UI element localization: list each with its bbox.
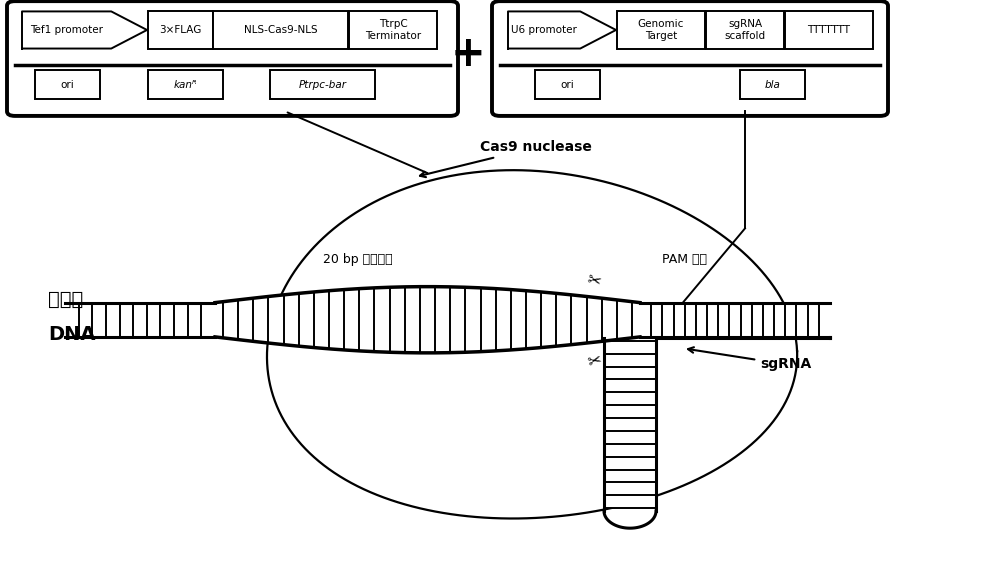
Polygon shape xyxy=(508,11,616,49)
Polygon shape xyxy=(65,303,215,337)
Text: NGG: NGG xyxy=(600,315,626,327)
Text: Cas9 nuclease: Cas9 nuclease xyxy=(420,140,592,177)
FancyBboxPatch shape xyxy=(706,11,784,49)
FancyBboxPatch shape xyxy=(148,70,223,99)
Text: ori: ori xyxy=(61,79,74,90)
Text: bla: bla xyxy=(765,79,780,90)
Text: sgRNA: sgRNA xyxy=(688,347,811,371)
Text: Tef1 promoter: Tef1 promoter xyxy=(30,25,103,35)
FancyBboxPatch shape xyxy=(785,11,873,49)
FancyBboxPatch shape xyxy=(617,11,705,49)
FancyBboxPatch shape xyxy=(583,307,643,335)
Text: ✂: ✂ xyxy=(585,351,603,371)
Polygon shape xyxy=(604,338,656,508)
FancyBboxPatch shape xyxy=(35,70,100,99)
Text: U6 promoter: U6 promoter xyxy=(511,25,577,35)
FancyBboxPatch shape xyxy=(148,11,213,49)
FancyBboxPatch shape xyxy=(213,11,348,49)
Text: Genomic
Target: Genomic Target xyxy=(638,19,684,41)
Text: TtrpC
Terminator: TtrpC Terminator xyxy=(365,19,421,41)
FancyBboxPatch shape xyxy=(535,70,600,99)
Polygon shape xyxy=(22,11,147,49)
Polygon shape xyxy=(640,303,830,337)
Text: +: + xyxy=(451,33,485,75)
Text: sgRNA
scaffold: sgRNA scaffold xyxy=(724,19,766,41)
Text: 3×FLAG: 3×FLAG xyxy=(159,25,202,35)
Polygon shape xyxy=(215,287,640,353)
Text: Ptrpc-bar: Ptrpc-bar xyxy=(298,79,347,90)
Text: DNA: DNA xyxy=(48,324,96,344)
FancyBboxPatch shape xyxy=(349,11,437,49)
Text: NLS-Cas9-NLS: NLS-Cas9-NLS xyxy=(244,25,317,35)
Text: 20 bp 目标序列: 20 bp 目标序列 xyxy=(323,254,393,266)
Text: 基因组: 基因组 xyxy=(48,290,83,309)
FancyBboxPatch shape xyxy=(270,70,375,99)
FancyBboxPatch shape xyxy=(740,70,805,99)
Text: ori: ori xyxy=(561,79,574,90)
Text: ✂: ✂ xyxy=(585,270,603,290)
Text: PAM 序列: PAM 序列 xyxy=(662,254,708,266)
Text: TTTTTTT: TTTTTTT xyxy=(808,25,851,35)
Text: kanᴿ: kanᴿ xyxy=(174,79,197,90)
